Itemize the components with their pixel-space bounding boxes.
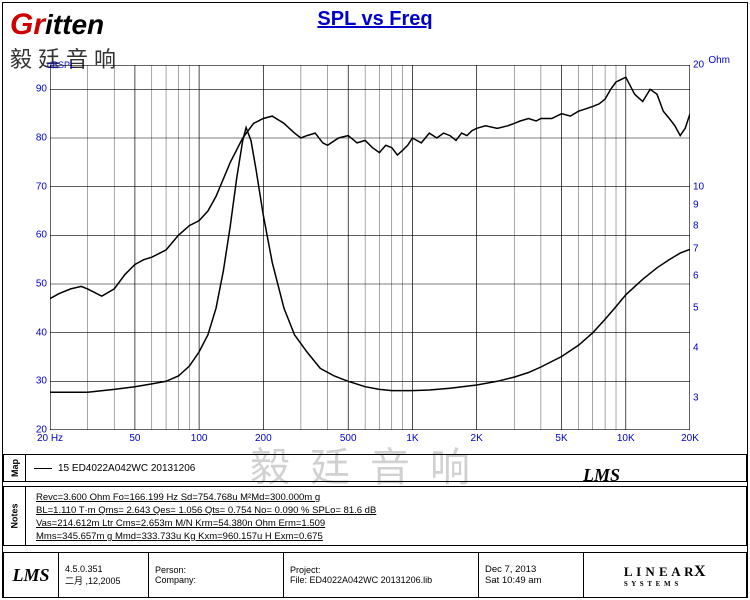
chart-svg [50, 65, 690, 430]
notes-line: Mms=345.657m g Mmd=333.733u Kg Kxm=960.1… [36, 530, 736, 543]
footer-project: Project: File: ED4022A042WC 20131206.lib [284, 553, 479, 597]
footer: LMS 4.5.0.351 二月 ,12,2005 Person: Compan… [3, 552, 747, 598]
chart-area: 毅廷音响 LMS [50, 65, 690, 430]
chart-title: SPL vs Freq [317, 8, 432, 31]
legend-text: ED4022A042WC 20131206 [72, 463, 195, 474]
y-left-labels: 2030405060708090 [25, 65, 47, 430]
notes-tab: Notes [4, 487, 26, 545]
footer-lms-logo: LMS [4, 553, 59, 597]
notes-section: Notes Revc=3.600 Ohm Fo=166.199 Hz Sd=75… [3, 486, 747, 546]
notes-line: Revc=3.600 Ohm Fo=166.199 Hz Sd=754.768u… [36, 491, 736, 504]
legend-id: 15 [58, 463, 69, 474]
y-right-labels: 34567891020 [693, 65, 715, 430]
legend-line-icon [34, 468, 52, 469]
notes-body: Revc=3.600 Ohm Fo=166.199 Hz Sd=754.768u… [26, 487, 746, 545]
notes-line: BL=1.110 T·m Qms= 2.643 Qes= 1.056 Qts= … [36, 504, 736, 517]
footer-linearx-logo: L I N E A RX S Y S T E M S [584, 553, 746, 597]
footer-version: 4.5.0.351 二月 ,12,2005 [59, 553, 149, 597]
notes-line: Vas=214.612m Ltr Cms=2.653m M/N Krm=54.3… [36, 517, 736, 530]
map-tab: Map [4, 455, 26, 481]
logo-red-part: Gr [10, 8, 45, 42]
footer-person: Person: Company: [149, 553, 284, 597]
logo-black-part: itten [45, 9, 104, 41]
footer-date: Dec 7, 2013 Sat 10:49 am [479, 553, 584, 597]
map-section: Map 15 ED4022A042WC 20131206 [3, 454, 747, 482]
map-legend: 15 ED4022A042WC 20131206 [26, 455, 746, 481]
